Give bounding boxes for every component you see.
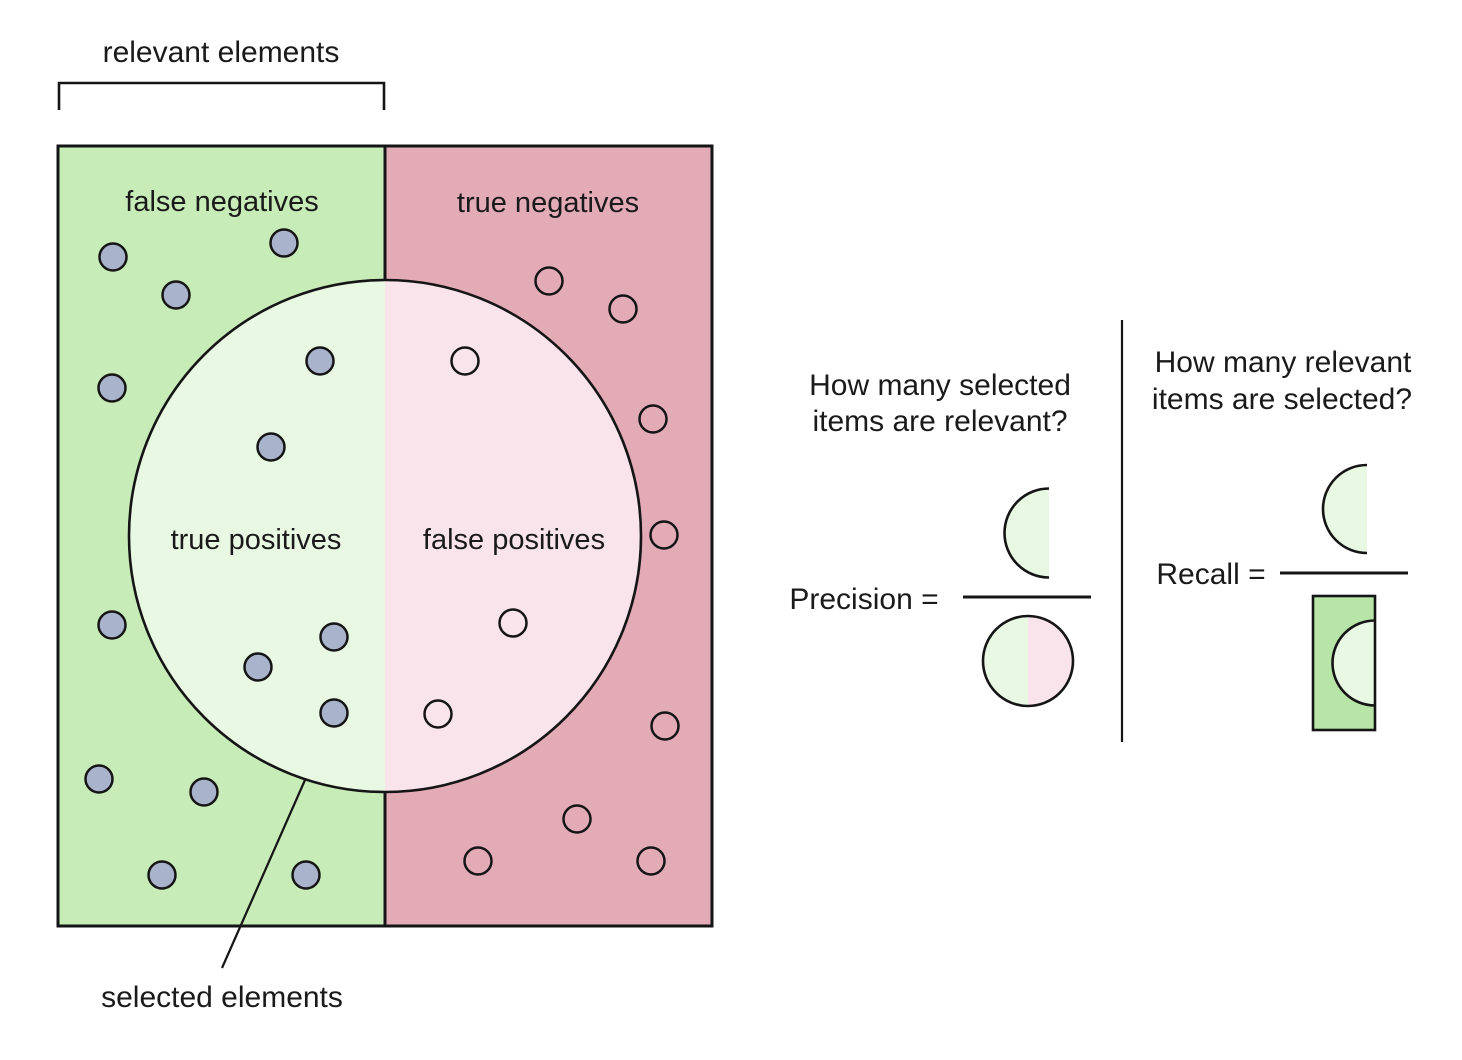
true-positives-label: true positives [171, 524, 342, 556]
false-negative-dots [84, 228, 321, 890]
element-dot [161, 280, 191, 310]
element-dot [498, 608, 528, 638]
element-dot [97, 373, 127, 403]
outer-rectangle-border [56, 144, 714, 928]
relevant-elements-label: relevant elements [103, 36, 340, 69]
element-dot [147, 860, 177, 890]
recall-numerator-shape [1323, 465, 1367, 553]
recall-denominator-halfcircle-arc [1331, 619, 1376, 707]
relevant-elements-bracket [57, 81, 386, 110]
precision-question-line2: items are relevant? [812, 405, 1067, 438]
recall-denominator-halfcircle [1332, 620, 1375, 706]
recall-formula-label: Recall = [1156, 558, 1265, 591]
precision-question-line1: How many selected [809, 369, 1071, 402]
selected-elements-label: selected elements [101, 981, 343, 1014]
precision-denominator-left-half [983, 616, 1028, 706]
recall-question-line2: items are selected? [1152, 383, 1412, 416]
element-dot [638, 404, 668, 434]
precision-panel: How many selected items are relevant? Pr… [789, 369, 1091, 708]
true-positive-dots [243, 346, 349, 728]
element-dot [189, 777, 219, 807]
element-dot [97, 610, 127, 640]
element-dot [243, 652, 273, 682]
precision-numerator-arc [1003, 487, 1050, 579]
element-dot [84, 764, 114, 794]
element-dot [269, 228, 299, 258]
element-dot [450, 346, 480, 376]
precision-numerator-shape [1004, 488, 1049, 578]
element-dot [291, 860, 321, 890]
precision-formula-label: Precision = [789, 583, 938, 616]
precision-denominator-right-half [1028, 616, 1073, 706]
precision-denominator-outline [981, 614, 1075, 708]
element-dot [608, 294, 638, 324]
true-positives-region [129, 280, 385, 792]
false-positives-region [385, 280, 641, 792]
recall-panel: How many relevant items are selected? Re… [1152, 346, 1412, 732]
element-dot [650, 711, 680, 741]
element-dot [319, 622, 349, 652]
true-negatives-label: true negatives [457, 187, 639, 219]
false-negatives-label: false negatives [125, 186, 318, 218]
element-dot [305, 346, 335, 376]
recall-question-line1: How many relevant [1155, 346, 1412, 379]
false-positive-dots [423, 346, 528, 729]
element-dot [256, 432, 286, 462]
element-dot [534, 266, 564, 296]
selected-circle-outline [127, 278, 643, 794]
element-dot [319, 698, 349, 728]
element-dot [98, 242, 128, 272]
true-negative-dots [463, 266, 680, 876]
element-dot [636, 846, 666, 876]
element-dot [423, 699, 453, 729]
false-positives-label: false positives [423, 524, 605, 556]
element-dot [562, 804, 592, 834]
recall-denominator-rect-border [1311, 594, 1377, 732]
selected-elements-leader-line [220, 779, 307, 969]
element-dot [463, 846, 493, 876]
confusion-matrix-figure: relevant elements false negatives true n… [56, 36, 714, 1014]
element-dot [649, 520, 679, 550]
recall-numerator-arc [1321, 463, 1368, 555]
